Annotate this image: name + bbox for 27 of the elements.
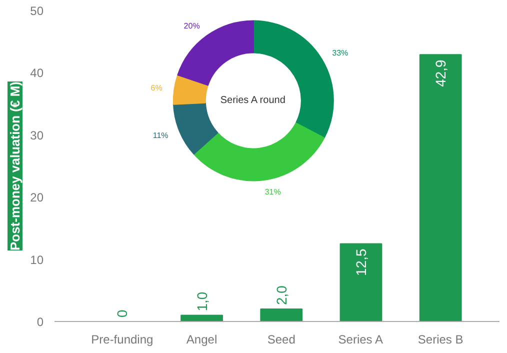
data-label: 33% [332,48,348,58]
y-tick-label: 10 [30,252,44,267]
bar [340,243,382,322]
y-axis-title: Post-money valuation (€ M) [8,81,22,251]
y-tick-label: 40 [30,66,44,80]
y-tick-label: 0 [36,315,44,329]
bar [180,314,223,322]
y-tick-label: 20 [30,190,44,205]
text: Series A round [220,95,286,106]
bar [419,54,462,322]
x-tick-label: Seed [267,332,296,346]
data-label: 42,9 [432,59,449,87]
x-tick-label: Angel [186,332,218,346]
x-tick-label: Series A [338,332,384,346]
data-label: 20% [184,21,200,30]
y-tick-label: 30 [30,128,44,142]
data-label: 1,0 [194,292,210,312]
data-label: 12,5 [352,248,369,276]
data-label: 11% [152,131,168,140]
data-label: 0 [114,310,130,318]
data-label: 31% [264,187,281,196]
data-label: 6% [150,83,162,92]
data-label: 2,0 [273,285,290,306]
bar [260,308,303,322]
y-tick-label: 50 [30,4,44,18]
x-tick-label: Pre-funding [91,332,154,346]
x-tick-label: Series B [418,332,464,346]
